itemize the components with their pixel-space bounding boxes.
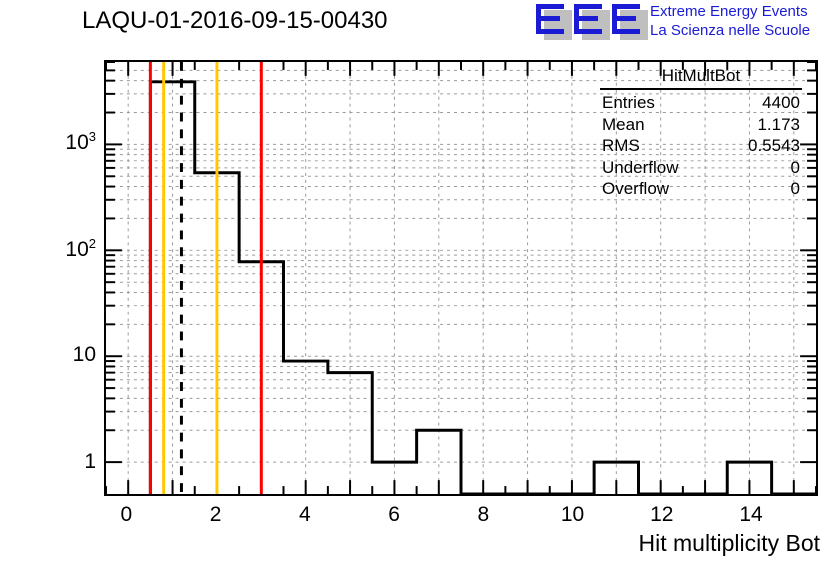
x-tick-label: 14: [739, 503, 763, 526]
x-tick-label: 8: [477, 503, 490, 526]
stats-row: Underflow 0: [592, 157, 810, 179]
y-tick-label: 10: [72, 342, 96, 366]
stats-row: RMS 0.5543: [592, 135, 810, 157]
histogram-trace: [148, 80, 816, 494]
stats-box: HitMultBot Entries 4400 Mean 1.173 RMS 0.5543…: [592, 66, 810, 206]
stats-row-key: Overflow: [602, 179, 670, 198]
x-tick-label: 0: [120, 503, 133, 526]
y-tick-label: 103: [65, 129, 96, 155]
stats-box-title: HitMultBot: [600, 66, 802, 90]
x-tick-label: 12: [650, 503, 674, 526]
page-title: LAQU-01-2016-09-15-00430: [82, 7, 388, 34]
x-tick-label: 10: [560, 503, 585, 526]
x-tick-label: 4: [298, 503, 311, 526]
stats-row-value: 0.5543: [748, 136, 800, 155]
eee-logo-mark: [536, 4, 648, 40]
stats-row-key: RMS: [602, 136, 640, 155]
plot-frame: [104, 60, 818, 496]
logo-line-1: Extreme Energy Events: [650, 3, 808, 20]
stats-row: Mean 1.173: [592, 114, 810, 136]
stats-row-value: 0: [790, 157, 800, 177]
stats-row: Entries 4400: [592, 92, 810, 114]
stats-row-key: Mean: [602, 114, 645, 134]
stats-row-key: Entries: [602, 93, 655, 112]
eee-logo-text: Extreme Energy Events La Scienza nelle S…: [650, 2, 810, 40]
y-tick-label: 1: [84, 449, 96, 473]
marker-lines: [148, 62, 263, 494]
x-tick-label: 6: [388, 503, 400, 526]
stats-row-value: 0: [790, 179, 800, 198]
stats-row-value: 4400: [762, 93, 800, 112]
stats-row: Overflow 0: [592, 178, 810, 200]
eee-logo: Extreme Energy Events La Scienza nelle S…: [536, 2, 836, 44]
stats-row-key: Underflow: [602, 157, 679, 177]
logo-line-2: La Scienza nelle Scuole: [650, 22, 811, 39]
y-tick-label: 102: [65, 236, 96, 262]
x-tick-label: 2: [209, 503, 222, 526]
stats-box-rows: Entries 4400 Mean 1.173 RMS 0.5543 Underflow 0 O…: [592, 92, 810, 200]
x-axis-title: Hit multiplicity Bot: [638, 530, 820, 556]
stats-row-value: 1.173: [757, 114, 800, 134]
